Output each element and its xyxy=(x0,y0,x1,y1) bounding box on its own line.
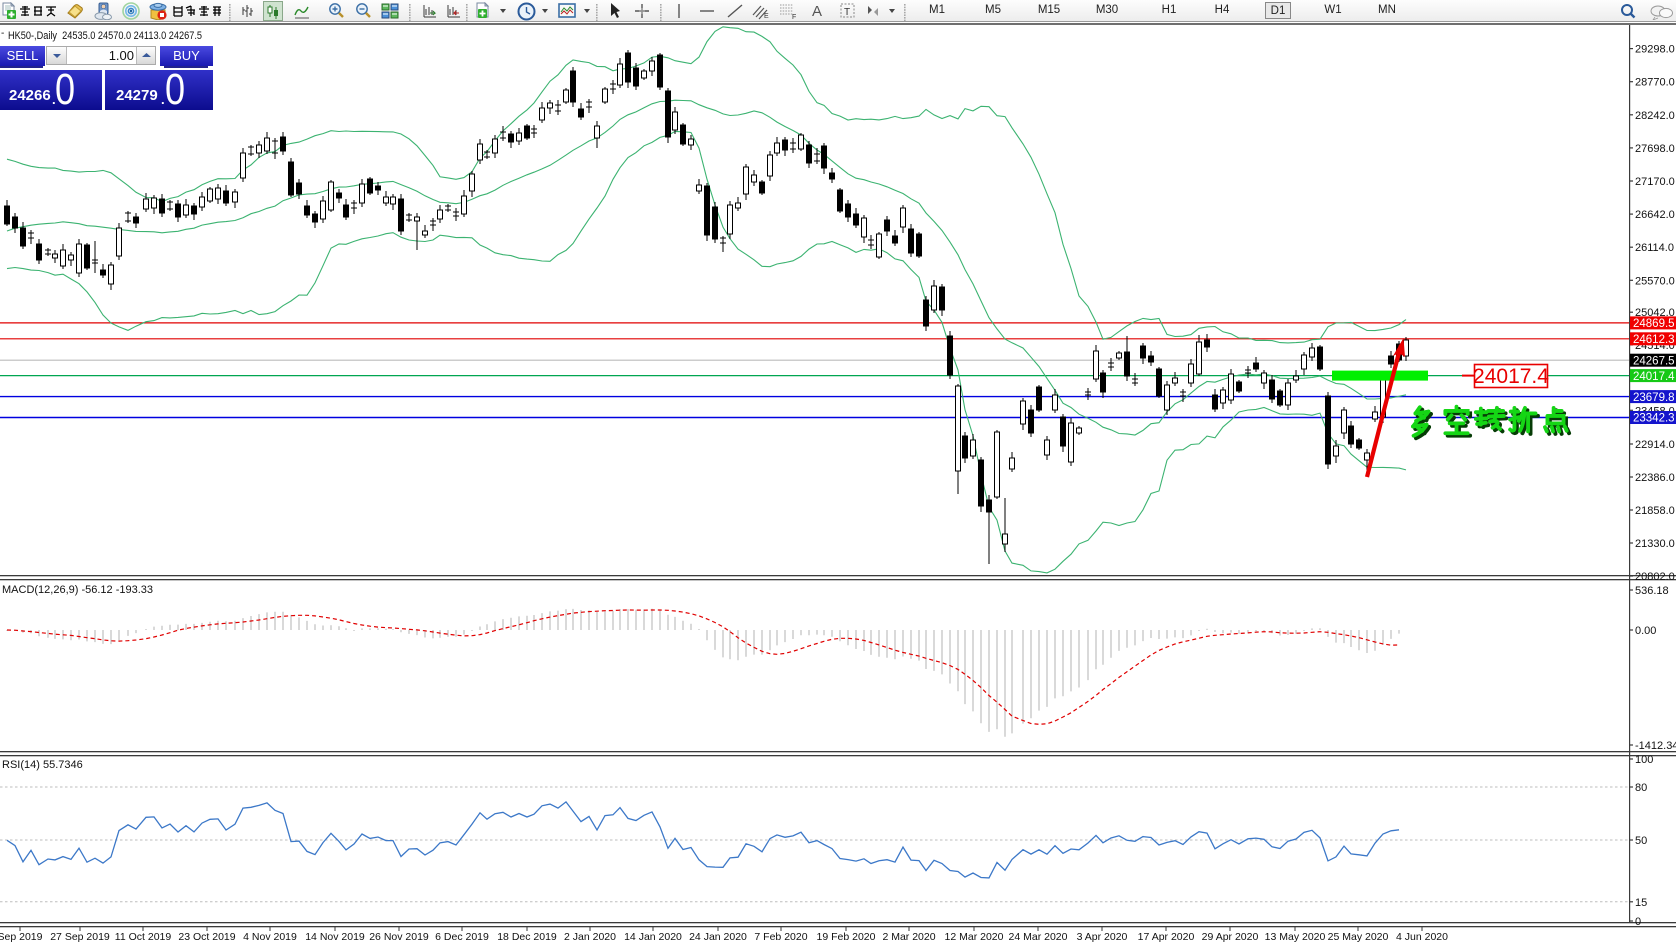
svg-text:-: - xyxy=(1,28,4,39)
svg-text:27 Sep 2019: 27 Sep 2019 xyxy=(50,931,110,943)
svg-text:24017.4: 24017.4 xyxy=(1633,371,1675,383)
svg-text:7 Feb 2020: 7 Feb 2020 xyxy=(754,931,807,943)
svg-text:T: T xyxy=(844,7,850,18)
svg-text:2 Mar 2020: 2 Mar 2020 xyxy=(882,931,935,943)
svg-text:4 Nov 2019: 4 Nov 2019 xyxy=(243,931,297,943)
svg-text:3 Apr 2020: 3 Apr 2020 xyxy=(1077,931,1128,943)
svg-text:21858.0: 21858.0 xyxy=(1635,505,1675,517)
svg-text:28770.0: 28770.0 xyxy=(1635,77,1675,89)
svg-text:24017.4: 24017.4 xyxy=(1473,365,1549,388)
svg-text:26 Nov 2019: 26 Nov 2019 xyxy=(369,931,429,943)
svg-text:25570.0: 25570.0 xyxy=(1635,275,1675,287)
svg-text:15: 15 xyxy=(1635,897,1647,909)
svg-text:25 May 2020: 25 May 2020 xyxy=(1328,931,1389,943)
svg-text:HK50-,Daily 24535.0 24570.0 2: HK50-,Daily 24535.0 24570.0 24113.0 2426… xyxy=(8,30,202,42)
svg-text:19 Feb 2020: 19 Feb 2020 xyxy=(817,931,876,943)
svg-text:14 Nov 2019: 14 Nov 2019 xyxy=(305,931,365,943)
svg-text:29 Apr 2020: 29 Apr 2020 xyxy=(1202,931,1259,943)
svg-text:22386.0: 22386.0 xyxy=(1635,472,1675,484)
svg-text:F: F xyxy=(792,14,796,20)
svg-text:29298.0: 29298.0 xyxy=(1635,44,1675,56)
svg-text:25042.0: 25042.0 xyxy=(1635,307,1675,319)
svg-text:536.18: 536.18 xyxy=(1635,585,1669,597)
svg-text:26642.0: 26642.0 xyxy=(1635,209,1675,221)
svg-text:22914.0: 22914.0 xyxy=(1635,439,1675,451)
svg-text:20802.0: 20802.0 xyxy=(1635,571,1675,583)
svg-text:24612.3: 24612.3 xyxy=(1633,334,1675,346)
svg-text:24 Mar 2020: 24 Mar 2020 xyxy=(1009,931,1068,943)
svg-text:18 Dec 2019: 18 Dec 2019 xyxy=(497,931,557,943)
svg-text:100: 100 xyxy=(1635,754,1653,766)
svg-text:11 Oct 2019: 11 Oct 2019 xyxy=(115,931,172,943)
svg-text:13 May 2020: 13 May 2020 xyxy=(1265,931,1326,943)
svg-text:26114.0: 26114.0 xyxy=(1635,242,1674,254)
svg-text:12 Mar 2020: 12 Mar 2020 xyxy=(945,931,1004,943)
svg-text:23 Oct 2019: 23 Oct 2019 xyxy=(178,931,235,943)
svg-text:-1412.34: -1412.34 xyxy=(1635,740,1676,752)
svg-text:RSI(14) 55.7346: RSI(14) 55.7346 xyxy=(2,759,83,771)
svg-text:MACD(12,26,9) -56.12 -193.33: MACD(12,26,9) -56.12 -193.33 xyxy=(2,584,153,596)
svg-text:80: 80 xyxy=(1635,782,1647,794)
svg-text:27698.0: 27698.0 xyxy=(1635,143,1675,155)
svg-text:50: 50 xyxy=(1635,835,1647,847)
svg-text:21330.0: 21330.0 xyxy=(1635,538,1675,550)
svg-text:4 Jun 2020: 4 Jun 2020 xyxy=(1396,931,1448,943)
svg-text:24267.5: 24267.5 xyxy=(1633,355,1675,367)
svg-text:E: E xyxy=(764,13,769,20)
svg-text:24869.5: 24869.5 xyxy=(1633,318,1675,330)
svg-text:27170.0: 27170.0 xyxy=(1635,176,1675,188)
svg-text:0.00: 0.00 xyxy=(1635,625,1656,637)
svg-text:17 Apr 2020: 17 Apr 2020 xyxy=(1138,931,1195,943)
svg-text:Sep 2019: Sep 2019 xyxy=(0,931,43,943)
svg-text:24 Jan 2020: 24 Jan 2020 xyxy=(689,931,747,943)
svg-text:23679.8: 23679.8 xyxy=(1633,392,1675,404)
svg-text:23342.3: 23342.3 xyxy=(1633,413,1675,425)
svg-text:28242.0: 28242.0 xyxy=(1635,110,1675,122)
svg-text:14 Jan 2020: 14 Jan 2020 xyxy=(624,931,682,943)
svg-text:6 Dec 2019: 6 Dec 2019 xyxy=(435,931,489,943)
svg-text:2 Jan 2020: 2 Jan 2020 xyxy=(564,931,616,943)
svg-text:0: 0 xyxy=(1635,916,1641,928)
